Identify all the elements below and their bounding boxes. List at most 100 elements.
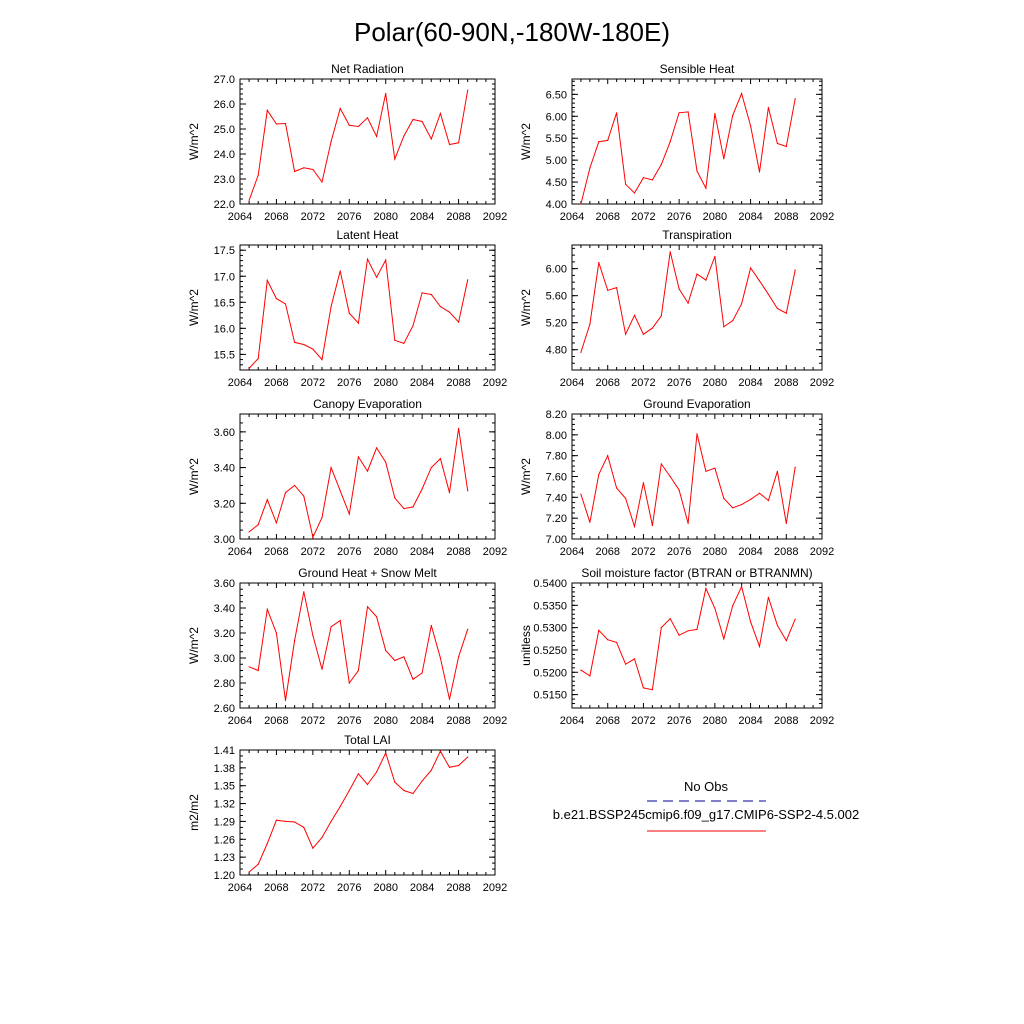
data-point [678,288,680,290]
y-tick-label: 0.5150 [533,690,567,702]
data-point [651,689,654,691]
y-tick-label: 7.00 [546,534,567,546]
chart-net-radiation: Net Radiation W/m^2 2064 2068 2072 2076 2080 20… [187,62,507,223]
data-point [687,522,689,525]
data-point [430,293,432,296]
data-point [348,789,350,792]
data-point [330,626,332,628]
data-point [750,621,752,623]
x-tick-label: 2084 [410,211,434,223]
data-point [312,348,314,350]
data-point [439,657,441,659]
data-point [421,488,423,490]
data-point [330,305,332,308]
y-tick-label: 4.80 [546,345,567,357]
data-point [723,158,725,160]
x-tick-label: 2084 [410,715,434,727]
chart-canopy-evaporation: Canopy Evaporation W/m^2 2064 2068 2072 2076 2… [187,397,507,558]
data-point [696,433,698,435]
data-point [312,847,314,849]
data-point [312,634,314,637]
data-point [366,783,369,786]
y-tick-label: 5.50 [546,133,567,145]
data-point [589,323,591,325]
chart-title: Latent Heat [336,228,399,242]
data-point [741,303,743,305]
data-point [248,871,250,873]
data-point [705,187,707,189]
x-tick-label: 2076 [667,211,691,223]
data-point [794,98,796,100]
data-point [439,305,441,308]
y-tick-label: 1.32 [214,799,235,811]
data-point [421,120,423,123]
series-line [580,585,796,691]
x-tick-label: 2064 [560,211,584,223]
data-point [275,522,277,524]
data-point [248,666,250,668]
y-tick-label: 1.20 [214,870,235,882]
x-tick-label: 2064 [228,882,252,894]
data-point [357,669,359,672]
data-point [266,499,268,501]
data-point [607,455,609,457]
data-point [403,342,405,344]
x-tick-label: 2084 [410,546,434,558]
data-point [348,312,350,314]
data-point [403,789,405,792]
x-tick-label: 2080 [373,546,397,558]
data-point [669,141,671,143]
data-point [294,639,296,642]
data-point [660,463,662,465]
data-point [357,773,359,775]
data-point [394,339,396,341]
data-point [448,311,451,313]
data-point [257,174,259,176]
data-point [439,750,441,752]
chart-title: Sensible Heat [660,62,735,76]
x-tick-label: 2076 [667,546,691,558]
data-point [705,279,707,281]
y-tick-label: 5.00 [546,155,567,167]
data-point [275,298,277,300]
data-point [448,492,451,494]
chart-title: Canopy Evaporation [313,397,422,411]
y-tick-label: 0.5300 [533,623,567,635]
data-point [458,321,460,323]
data-point [321,359,323,361]
data-point [633,314,636,316]
y-tick-label: 2.60 [214,703,235,715]
x-tick-label: 2064 [560,377,584,389]
x-tick-label: 2088 [446,377,470,389]
y-tick-label: 3.40 [214,603,235,615]
x-tick-label: 2080 [373,715,397,727]
y-tick-label: 6.00 [546,264,567,276]
x-tick-label: 2076 [667,377,691,389]
data-point [651,327,654,329]
data-point [294,821,296,823]
x-tick-label: 2088 [446,546,470,558]
data-point [723,638,725,640]
chart-title: Ground Evaporation [643,397,750,411]
y-axis-label: W/m^2 [519,123,533,160]
x-tick-label: 2092 [810,546,834,558]
data-point [403,508,405,510]
series-line [248,90,469,201]
data-point [607,139,609,141]
data-point [580,669,582,671]
data-point [394,659,396,662]
y-tick-label: 1.41 [214,745,235,757]
data-point [776,470,779,472]
data-point [339,107,341,110]
y-tick-label: 6.50 [546,89,567,101]
x-tick-label: 2088 [774,377,798,389]
y-tick-label: 3.60 [214,427,235,439]
data-point [330,140,332,143]
y-tick-label: 1.35 [214,781,235,793]
data-point [785,312,787,314]
chart-title: Net Radiation [331,62,404,76]
data-point [580,493,582,495]
series-line [248,750,469,873]
x-tick-label: 2084 [410,882,434,894]
y-tick-label: 3.60 [214,578,235,590]
